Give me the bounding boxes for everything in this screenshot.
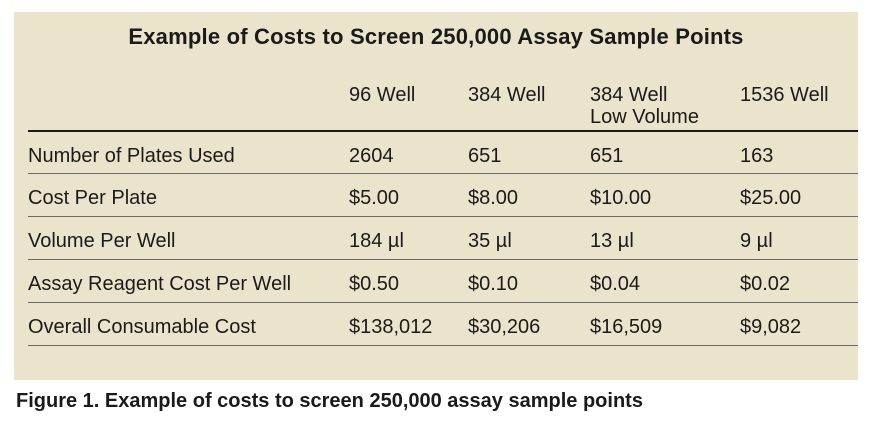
row-label: Assay Reagent Cost Per Well	[28, 273, 292, 295]
table-cell: $0.04	[590, 273, 641, 295]
table-title: Example of Costs to Screen 250,000 Assay…	[128, 24, 744, 49]
table-cell: 651	[468, 145, 502, 167]
column-header: 96 Well	[349, 84, 415, 106]
table-cell: 2604	[349, 145, 394, 167]
table-cell: $0.02	[740, 273, 791, 295]
table-cell: 651	[590, 145, 624, 167]
row-divider	[28, 173, 858, 174]
table-cell: $5.00	[349, 187, 400, 209]
row-divider	[28, 302, 858, 303]
row-label: Volume Per Well	[28, 230, 176, 252]
row-label: Overall Consumable Cost	[28, 316, 256, 338]
table-cell: $138,012	[349, 316, 433, 338]
header-rule	[28, 130, 858, 132]
table-cell: $30,206	[468, 316, 541, 338]
column-header: 384 Well	[468, 84, 545, 106]
column-header-line: Low Volume	[590, 106, 699, 128]
row-divider	[28, 345, 858, 346]
row-divider	[28, 216, 858, 217]
column-header-line: 384 Well	[590, 84, 668, 106]
table-cell: 13 µl	[590, 230, 634, 252]
table-cell: $16,509	[590, 316, 663, 338]
table-cell: $0.10	[468, 273, 519, 295]
table-cell: $10.00	[590, 187, 652, 209]
row-label: Cost Per Plate	[28, 187, 157, 209]
column-header-line: 96 Well	[349, 84, 416, 106]
cost-table-panel: Example of Costs to Screen 250,000 Assay…	[14, 12, 858, 380]
table-cell: $25.00	[740, 187, 802, 209]
table-cell: $9,082	[740, 316, 802, 338]
column-header-line: 1536 Well	[740, 84, 829, 106]
table-cell: 163	[740, 145, 774, 167]
table-cell: $0.50	[349, 273, 400, 295]
table-cell: 35 µl	[468, 230, 512, 252]
row-label: Number of Plates Used	[28, 145, 235, 167]
column-header: 1536 Well	[740, 84, 829, 106]
table-cell: $8.00	[468, 187, 519, 209]
table-cell: 184 µl	[349, 230, 404, 252]
table-cell: 9 µl	[740, 230, 773, 252]
column-header: 384 Well Low Volume	[590, 84, 699, 128]
figure-caption: Figure 1. Example of costs to screen 250…	[16, 390, 643, 412]
row-divider	[28, 259, 858, 260]
column-header-line: 384 Well	[468, 84, 546, 106]
